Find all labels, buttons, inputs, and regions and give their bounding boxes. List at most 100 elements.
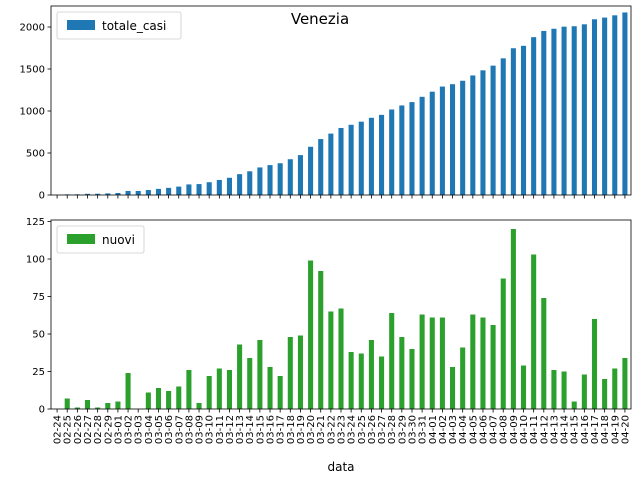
bar: [419, 96, 425, 195]
x-tick-label: 04-07: [489, 415, 500, 444]
bar: [237, 174, 243, 195]
x-tick-label: 03-02: [124, 415, 135, 444]
y-tick-label: 500: [26, 149, 45, 160]
bar: [226, 177, 232, 195]
x-tick-label: 04-20: [620, 415, 631, 444]
bar: [389, 109, 395, 195]
bar: [591, 19, 598, 195]
bar: [612, 368, 618, 409]
y-tick-label: 1000: [20, 107, 45, 118]
bar: [561, 26, 567, 195]
bar: [531, 37, 537, 195]
bar: [622, 12, 628, 195]
bar: [541, 298, 547, 409]
legend-box: [56, 225, 145, 254]
bar: [541, 30, 547, 196]
bar: [196, 184, 202, 195]
bar: [612, 15, 618, 195]
x-tick-label: 04-05: [468, 415, 479, 444]
bar: [561, 371, 567, 409]
bar: [338, 127, 344, 195]
bar: [368, 117, 374, 195]
bar: [571, 26, 577, 195]
legend-box: [56, 11, 182, 40]
x-tick-label: 03-25: [357, 415, 368, 444]
legend: totale_casi: [56, 11, 182, 40]
x-tick-label: 04-02: [438, 415, 449, 444]
x-tick-label: 03-10: [205, 415, 216, 444]
bar: [318, 139, 324, 195]
bar: [277, 163, 283, 195]
bar: [125, 190, 131, 195]
x-tick-label: 03-28: [387, 415, 398, 444]
bar: [551, 28, 557, 196]
bar: [84, 400, 91, 409]
bar: [145, 190, 151, 195]
bar: [328, 133, 334, 195]
bar: [429, 91, 435, 195]
y-tick-label: 1500: [20, 65, 45, 76]
x-tick-label: 03-12: [225, 415, 236, 444]
bar: [358, 353, 364, 409]
bar: [389, 313, 395, 409]
x-tick-label: 04-03: [448, 415, 459, 444]
chart-panel-1: 0 500 1000 1500 2000 totale_casi: [20, 5, 632, 202]
x-tick-label: 03-07: [174, 415, 185, 444]
bar: [287, 337, 293, 409]
x-tick-label: 03-03: [134, 415, 145, 444]
bar: [166, 391, 172, 409]
bar: [379, 114, 385, 195]
bar: [267, 367, 273, 409]
bar: [237, 344, 243, 409]
x-tick-label: 04-08: [499, 415, 510, 444]
bar: [206, 182, 212, 195]
x-tick-label: 03-04: [144, 415, 155, 444]
bar: [155, 188, 162, 195]
x-tick-label: 04-13: [549, 415, 560, 444]
x-tick-label: 04-04: [458, 415, 469, 444]
bar: [450, 84, 456, 195]
x-tick-label: 03-24: [347, 415, 358, 444]
bar: [409, 349, 415, 409]
bar: [338, 308, 344, 409]
x-tick-label: 04-11: [529, 415, 540, 444]
bar: [267, 165, 273, 195]
x-axis-title: data: [327, 460, 354, 474]
x-tick-label: 03-06: [164, 415, 175, 444]
y-tick-label: 100: [26, 255, 45, 266]
x-tick-label: 03-26: [367, 415, 378, 444]
bar: [470, 314, 476, 409]
bar: [287, 159, 293, 195]
legend-label: nuovi: [102, 233, 135, 247]
x-tick-label: 04-14: [560, 415, 571, 444]
legend: nuovi: [56, 225, 145, 254]
bar: [500, 58, 506, 195]
x-tick-label: 03-18: [286, 415, 297, 444]
x-tick-label: 02-26: [73, 415, 84, 444]
bar: [64, 398, 70, 409]
bar: [216, 368, 222, 409]
x-tick-label: 03-30: [407, 415, 418, 444]
x-tick-label: 03-15: [255, 415, 266, 444]
x-tick-label: 02-24: [53, 415, 64, 444]
bar: [622, 358, 628, 409]
bar: [135, 190, 141, 195]
bar: [95, 193, 101, 195]
bar: [95, 407, 101, 409]
y-tick-label: 125: [26, 217, 45, 228]
x-tick-label: 03-11: [215, 415, 226, 444]
bar: [297, 335, 303, 409]
x-tick-label: 03-22: [326, 415, 337, 444]
bar: [115, 401, 121, 409]
legend-swatch: [67, 234, 95, 244]
bar: [105, 403, 111, 409]
bar: [460, 80, 466, 195]
bar: [358, 121, 364, 195]
bar: [460, 347, 466, 409]
bar: [581, 374, 587, 409]
bar: [581, 24, 587, 196]
bar: [186, 370, 192, 409]
bar: [348, 124, 354, 195]
y-tick-label: 0: [39, 191, 45, 202]
